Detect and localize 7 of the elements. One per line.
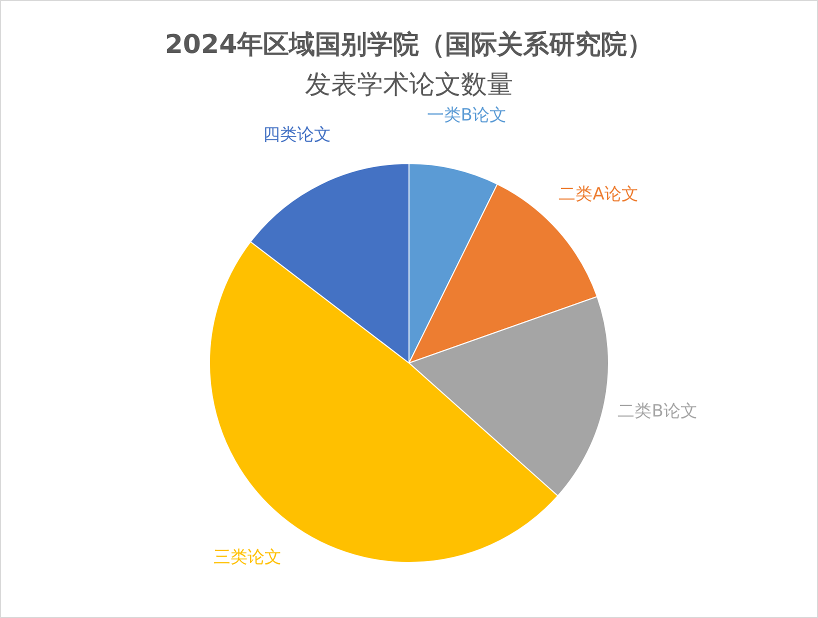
chart-subtitle: 发表学术论文数量 (305, 70, 513, 100)
slice-label: 二类A论文 (558, 184, 638, 204)
slice-label: 四类论文 (262, 125, 331, 146)
slice-label: 一类B论文 (426, 106, 506, 126)
slice-label: 三类论文 (214, 548, 282, 568)
chart-title: 2024年区域国别学院（国际关系研究院） (164, 30, 654, 60)
slice-label: 二类B论文 (618, 401, 698, 422)
